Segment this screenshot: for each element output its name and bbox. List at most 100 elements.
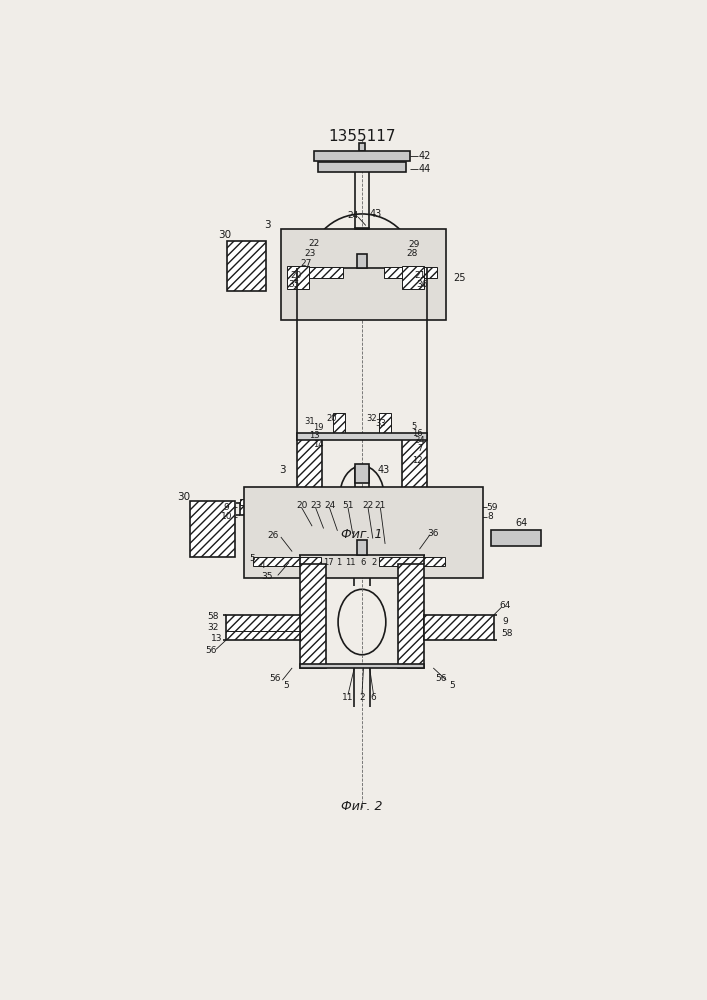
Text: 30: 30 bbox=[177, 492, 191, 502]
Text: 34: 34 bbox=[414, 436, 425, 445]
Text: 23: 23 bbox=[304, 249, 315, 258]
Bar bbox=[287, 267, 343, 278]
Bar bbox=[318, 162, 406, 172]
Text: 31: 31 bbox=[304, 417, 315, 426]
Text: 4: 4 bbox=[259, 561, 265, 570]
Bar bbox=[240, 503, 297, 515]
Text: 25: 25 bbox=[453, 273, 466, 283]
Text: Фиг. 2: Фиг. 2 bbox=[341, 800, 382, 813]
Bar bbox=[379, 557, 445, 566]
Bar bbox=[355, 228, 369, 229]
Text: 43: 43 bbox=[378, 465, 390, 475]
Text: 2: 2 bbox=[359, 693, 365, 702]
Bar bbox=[426, 499, 479, 505]
Text: 35: 35 bbox=[288, 280, 300, 289]
Text: 51: 51 bbox=[342, 500, 354, 510]
Text: 17: 17 bbox=[323, 558, 334, 567]
Bar bbox=[226, 615, 300, 640]
Text: 10: 10 bbox=[221, 512, 232, 521]
Text: 42: 42 bbox=[418, 151, 431, 161]
Text: 32: 32 bbox=[208, 623, 219, 632]
Text: 35: 35 bbox=[262, 572, 273, 581]
Bar bbox=[357, 254, 366, 268]
Text: 36: 36 bbox=[427, 529, 438, 538]
Text: 1: 1 bbox=[337, 558, 341, 567]
Bar bbox=[402, 266, 423, 289]
Text: 5: 5 bbox=[283, 681, 288, 690]
Text: 26: 26 bbox=[268, 531, 279, 540]
Bar bbox=[383, 267, 438, 278]
Bar bbox=[491, 530, 541, 546]
Bar bbox=[244, 487, 483, 578]
Bar bbox=[357, 540, 366, 555]
Text: 58: 58 bbox=[208, 612, 219, 621]
Text: 29: 29 bbox=[409, 240, 420, 249]
Text: 13: 13 bbox=[211, 634, 222, 643]
Bar bbox=[426, 503, 479, 515]
Text: Фиг. 1: Фиг. 1 bbox=[341, 528, 382, 541]
Text: 11: 11 bbox=[342, 693, 354, 702]
Text: 7: 7 bbox=[417, 444, 422, 453]
Text: 5: 5 bbox=[449, 681, 455, 690]
Bar bbox=[314, 151, 409, 161]
Text: 21: 21 bbox=[414, 271, 426, 280]
Text: 6: 6 bbox=[370, 693, 376, 702]
Text: 5: 5 bbox=[250, 554, 255, 563]
Text: 30: 30 bbox=[218, 231, 231, 240]
Text: 24: 24 bbox=[324, 500, 335, 510]
Bar bbox=[404, 536, 426, 551]
Text: 6: 6 bbox=[361, 558, 366, 567]
Text: 20: 20 bbox=[326, 414, 337, 423]
Text: 21: 21 bbox=[375, 500, 386, 510]
Bar bbox=[402, 436, 426, 551]
Text: 56: 56 bbox=[269, 674, 281, 683]
Text: 3: 3 bbox=[264, 220, 271, 230]
Bar bbox=[297, 433, 426, 440]
Text: 43: 43 bbox=[370, 209, 382, 219]
Bar bbox=[297, 536, 320, 551]
Text: 20: 20 bbox=[291, 271, 302, 280]
Bar bbox=[297, 436, 322, 551]
Bar bbox=[379, 413, 391, 437]
Text: 64: 64 bbox=[515, 518, 527, 528]
Text: 2: 2 bbox=[372, 558, 377, 567]
Text: 64: 64 bbox=[499, 601, 511, 610]
Bar bbox=[227, 241, 266, 291]
Text: 8: 8 bbox=[487, 512, 493, 521]
Text: 19: 19 bbox=[314, 424, 324, 432]
Bar bbox=[359, 143, 365, 151]
Text: 27: 27 bbox=[300, 259, 312, 268]
Text: 9: 9 bbox=[223, 503, 229, 512]
Bar bbox=[300, 664, 424, 668]
Text: 36: 36 bbox=[416, 280, 428, 289]
Text: 13: 13 bbox=[309, 431, 320, 440]
Bar bbox=[300, 564, 326, 668]
Bar bbox=[355, 464, 369, 483]
Bar bbox=[287, 266, 309, 289]
Text: 5: 5 bbox=[411, 422, 417, 431]
Bar bbox=[398, 564, 424, 668]
Text: 33: 33 bbox=[375, 419, 386, 428]
Text: 1355117: 1355117 bbox=[328, 129, 396, 144]
Text: 20: 20 bbox=[296, 500, 308, 510]
Text: 22: 22 bbox=[363, 500, 374, 510]
Bar bbox=[253, 557, 321, 566]
Bar bbox=[240, 499, 297, 505]
Text: 16: 16 bbox=[412, 429, 423, 438]
Bar bbox=[333, 413, 345, 437]
Text: 22: 22 bbox=[308, 239, 320, 248]
Text: 32: 32 bbox=[366, 414, 377, 423]
Text: 9: 9 bbox=[502, 617, 508, 626]
Bar bbox=[424, 615, 493, 640]
Text: 14: 14 bbox=[314, 440, 324, 449]
Bar bbox=[190, 501, 235, 557]
Text: 3: 3 bbox=[279, 465, 286, 475]
Text: 24: 24 bbox=[347, 211, 358, 220]
Text: 56: 56 bbox=[436, 674, 447, 683]
Text: 12: 12 bbox=[412, 456, 423, 465]
Text: 28: 28 bbox=[407, 249, 418, 258]
Text: 56: 56 bbox=[205, 646, 217, 655]
Text: 59: 59 bbox=[486, 503, 498, 512]
Text: 11: 11 bbox=[345, 558, 356, 567]
Text: 23: 23 bbox=[310, 500, 322, 510]
